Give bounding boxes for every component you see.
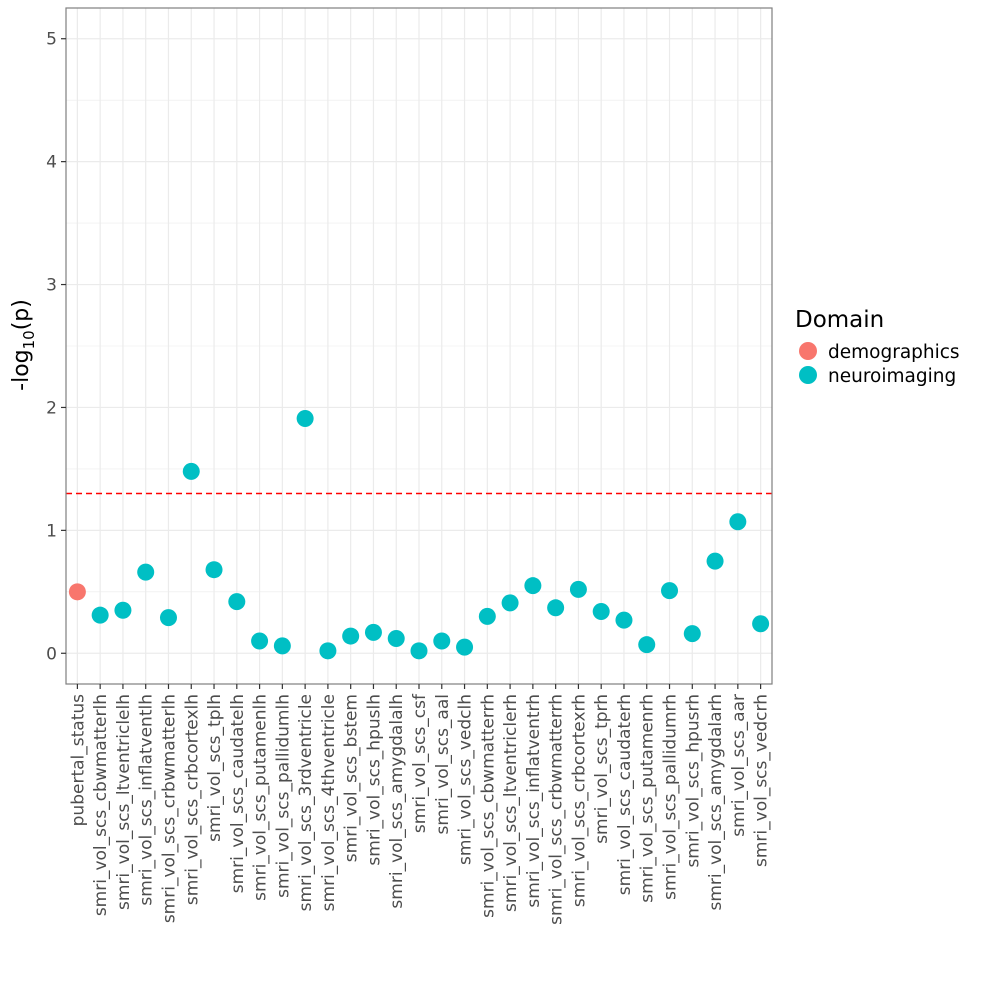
data-point-pubertal_status <box>68 583 86 601</box>
data-point-smri_vol_scs_csf <box>410 642 428 660</box>
y-axis-title-main: -log <box>9 349 34 390</box>
x-tick-label: smri_vol_scs_pallidumlh <box>273 694 293 898</box>
data-point-smri_vol_scs_putamenlh <box>251 632 269 650</box>
data-point-smri_vol_scs_vedcrh <box>752 615 770 633</box>
legend-key-neuroimaging <box>799 366 817 384</box>
y-tick-label: 0 <box>46 644 57 664</box>
data-point-smri_vol_scs_inflatventrh <box>524 577 542 595</box>
data-point-smri_vol_scs_tprh <box>592 602 610 620</box>
x-tick-label: smri_vol_scs_inflatventlh <box>137 694 157 906</box>
x-tick-label: smri_vol_scs_ltventriclelh <box>114 694 134 910</box>
data-point-smri_vol_scs_aar <box>729 513 747 531</box>
legend-label-neuroimaging: neuroimaging <box>828 366 956 387</box>
data-point-smri_vol_scs_crbcortexlh <box>182 462 200 480</box>
x-tick-label: smri_vol_scs_cbwmatterrh <box>478 694 498 918</box>
x-tick-label: smri_vol_scs_aal <box>433 694 453 834</box>
legend-key-demographics <box>799 342 817 360</box>
data-point-smri_vol_scs_4thventricle <box>319 642 337 660</box>
data-point-smri_vol_scs_caudaterh <box>615 611 633 629</box>
data-point-smri_vol_scs_caudatelh <box>228 593 246 611</box>
data-point-smri_vol_scs_inflatventlh <box>137 563 155 581</box>
data-point-smri_vol_scs_cbwmatterrh <box>478 607 496 625</box>
x-tick-label: smri_vol_scs_crbcortexlh <box>182 694 202 905</box>
data-point-smri_vol_scs_tplh <box>205 561 223 579</box>
x-tick-label: smri_vol_scs_vedclh <box>456 694 476 865</box>
x-tick-label: pubertal_status <box>68 694 88 826</box>
data-point-smri_vol_scs_ltventriclelh <box>114 601 132 619</box>
y-axis: 0 1 2 3 4 5 <box>46 30 66 664</box>
x-tick-label: smri_vol_scs_caudatelh <box>228 694 248 893</box>
x-tick-label: smri_vol_scs_tprh <box>592 694 612 844</box>
x-tick-label: smri_vol_scs_putamenlh <box>251 694 271 901</box>
x-tick-label: smri_vol_scs_3rdventricle <box>296 694 316 911</box>
x-tick-label: smri_vol_scs_pallidumrh <box>661 694 681 900</box>
y-tick-label: 1 <box>46 521 57 541</box>
x-tick-label: smri_vol_scs_hpuslh <box>364 694 384 866</box>
data-point-smri_vol_scs_3rdventricle <box>296 410 314 428</box>
y-tick-label: 5 <box>46 30 57 50</box>
legend-title: Domain <box>795 307 884 333</box>
data-point-smri_vol_scs_putamenrh <box>638 636 656 654</box>
x-tick-label: smri_vol_scs_tplh <box>205 694 225 842</box>
data-point-smri_vol_scs_crbwmatterrh <box>547 599 565 617</box>
data-point-smri_vol_scs_hpuslh <box>364 623 382 641</box>
x-tick-label: smri_vol_scs_4thventricle <box>319 694 339 911</box>
x-tick-label: smri_vol_scs_inflatventrh <box>524 694 544 908</box>
y-axis-title-subscript: 10 <box>20 330 38 349</box>
data-point-smri_vol_scs_bstem <box>342 627 360 645</box>
y-axis-title: -log10(p) <box>9 299 38 391</box>
x-tick-label: smri_vol_scs_aar <box>729 694 749 837</box>
y-tick-label: 4 <box>46 153 57 173</box>
data-point-smri_vol_scs_aal <box>433 632 451 650</box>
data-point-smri_vol_scs_pallidumrh <box>661 582 679 600</box>
x-tick-label: smri_vol_scs_crbwmatterrh <box>547 694 567 925</box>
data-point-smri_vol_scs_pallidumlh <box>273 637 291 655</box>
x-tick-label: smri_vol_scs_caudaterh <box>615 694 635 895</box>
x-tick-label: smri_vol_scs_csf <box>410 693 430 833</box>
data-point-smri_vol_scs_vedclh <box>456 638 474 656</box>
y-tick-label: 3 <box>46 276 57 296</box>
x-tick-label: smri_vol_scs_vedcrh <box>752 694 772 867</box>
data-point-smri_vol_scs_crbwmatterlh <box>159 609 177 627</box>
y-axis-title-suffix: (p) <box>9 299 34 330</box>
data-points <box>68 410 770 660</box>
x-tick-label: smri_vol_scs_amygdalarh <box>706 694 726 911</box>
data-point-smri_vol_scs_ltventriclerh <box>501 594 519 612</box>
legend: Domain demographics neuroimaging <box>795 307 960 387</box>
data-point-smri_vol_scs_cbwmatterlh <box>91 606 109 624</box>
data-point-smri_vol_scs_amygdalalh <box>387 630 405 648</box>
data-point-smri_vol_scs_hpusrh <box>683 625 701 643</box>
x-tick-label: smri_vol_scs_bstem <box>342 694 362 862</box>
x-tick-label: smri_vol_scs_crbcortexrh <box>569 694 589 907</box>
x-tick-label: smri_vol_scs_putamenrh <box>638 694 658 903</box>
grid-lines <box>66 8 772 684</box>
legend-label-demographics: demographics <box>828 342 960 363</box>
data-point-smri_vol_scs_amygdalarh <box>706 552 724 570</box>
x-tick-label: smri_vol_scs_amygdalalh <box>387 694 407 909</box>
x-axis: pubertal_status smri_vol_scs_cbwmatterlh s… <box>68 684 772 925</box>
x-tick-label: smri_vol_scs_ltventriclerh <box>501 694 521 912</box>
x-tick-label: smri_vol_scs_cbwmatterlh <box>91 694 111 916</box>
data-point-smri_vol_scs_crbcortexrh <box>569 580 587 598</box>
x-tick-label: smri_vol_scs_hpusrh <box>683 694 703 868</box>
x-tick-label: smri_vol_scs_crbwmatterlh <box>159 694 179 923</box>
y-tick-label: 2 <box>46 398 57 418</box>
